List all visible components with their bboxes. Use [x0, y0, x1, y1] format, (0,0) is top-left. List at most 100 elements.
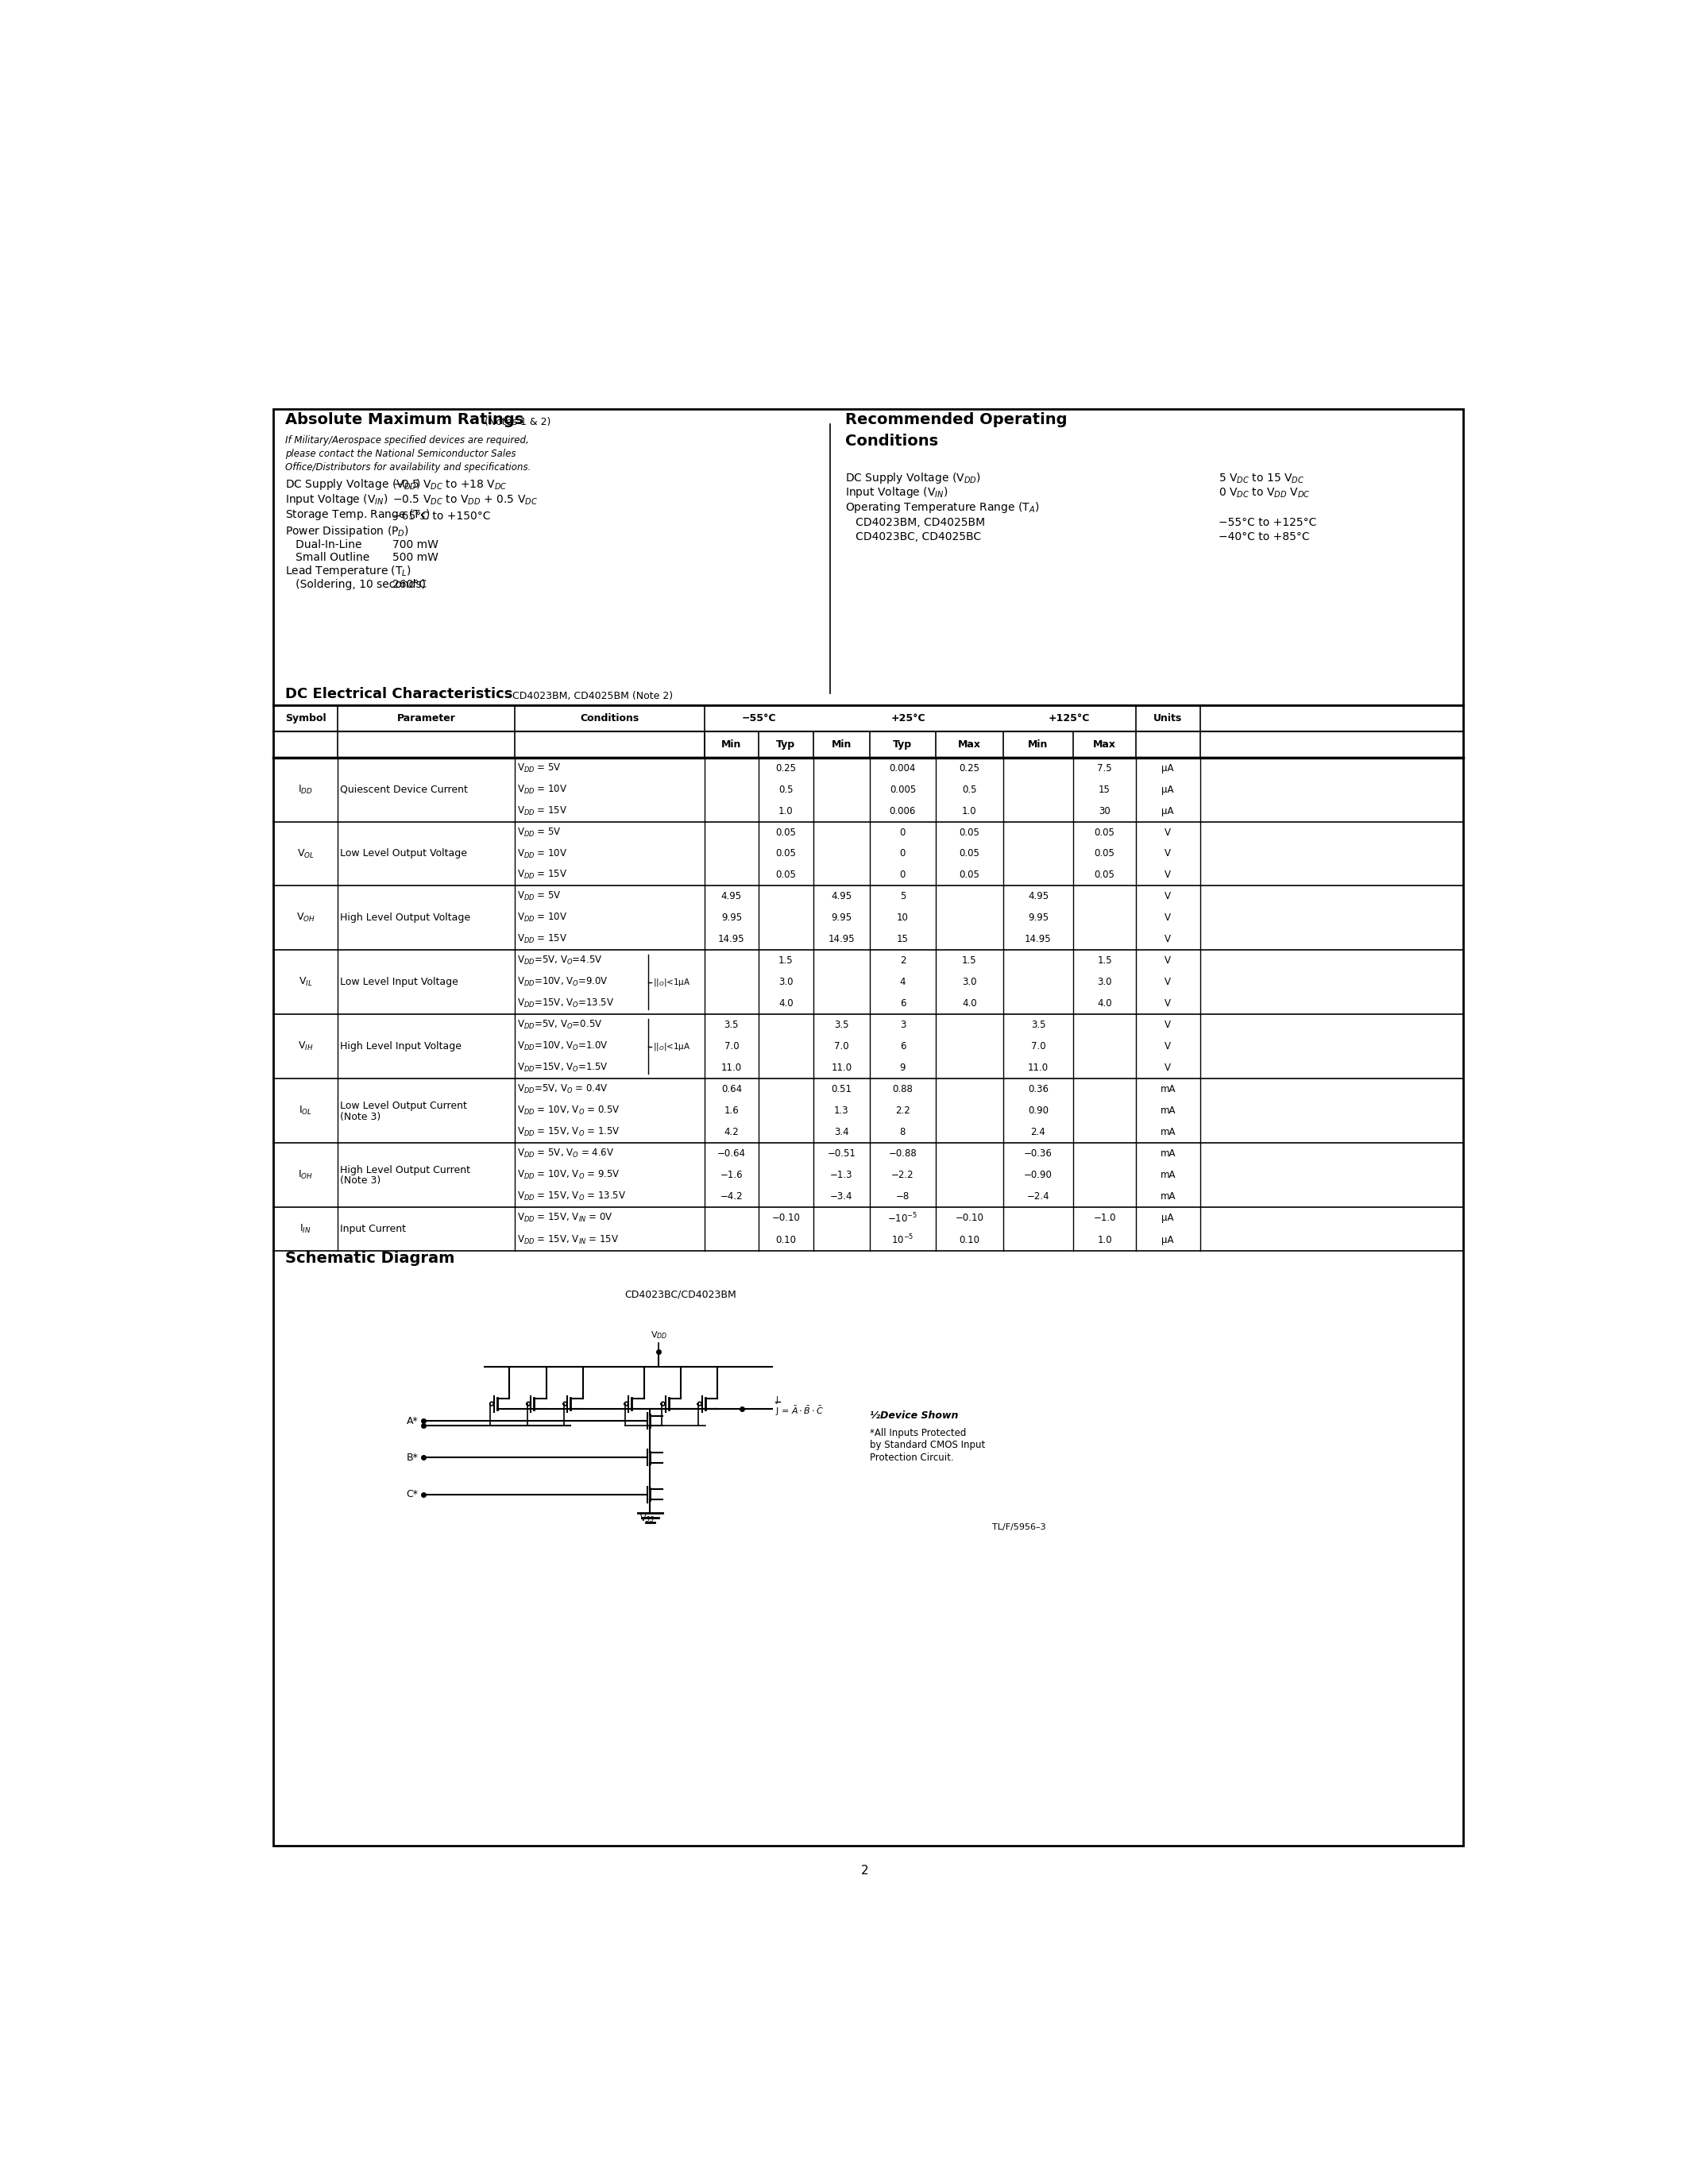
- Text: High Level Output Voltage: High Level Output Voltage: [339, 913, 471, 924]
- Text: −1.6: −1.6: [721, 1171, 743, 1179]
- Text: 0.25: 0.25: [775, 762, 797, 773]
- Text: 500 mW: 500 mW: [393, 553, 439, 563]
- Text: Min: Min: [721, 738, 741, 749]
- Text: −0.5 V$_{DC}$ to +18 V$_{DC}$: −0.5 V$_{DC}$ to +18 V$_{DC}$: [393, 478, 508, 491]
- Text: 3.4: 3.4: [834, 1127, 849, 1138]
- Text: Input Current: Input Current: [339, 1223, 405, 1234]
- Text: 1.5: 1.5: [778, 957, 793, 965]
- Text: 0.05: 0.05: [959, 828, 979, 836]
- Text: 3.0: 3.0: [778, 976, 793, 987]
- Text: 4.0: 4.0: [1097, 998, 1112, 1009]
- Text: 7.0: 7.0: [1031, 1042, 1045, 1051]
- Text: 11.0: 11.0: [721, 1064, 741, 1072]
- Text: 7.0: 7.0: [834, 1042, 849, 1051]
- Text: Low Level Output Current: Low Level Output Current: [339, 1101, 468, 1112]
- Text: 3.0: 3.0: [1097, 976, 1112, 987]
- Text: V: V: [1165, 935, 1171, 943]
- Text: 4.0: 4.0: [962, 998, 977, 1009]
- Text: −0.5 V$_{DC}$ to V$_{DD}$ + 0.5 V$_{DC}$: −0.5 V$_{DC}$ to V$_{DD}$ + 0.5 V$_{DC}$: [393, 494, 538, 507]
- Text: by Standard CMOS Input: by Standard CMOS Input: [869, 1439, 986, 1450]
- Text: V$_{OL}$: V$_{OL}$: [297, 847, 314, 860]
- Text: 7.0: 7.0: [724, 1042, 739, 1051]
- Text: J = $\bar{A}\cdot\bar{B}\cdot\bar{C}$: J = $\bar{A}\cdot\bar{B}\cdot\bar{C}$: [775, 1404, 824, 1417]
- Text: 4.95: 4.95: [830, 891, 852, 902]
- Text: mA: mA: [1160, 1149, 1175, 1158]
- Text: I$_{OH}$: I$_{OH}$: [297, 1168, 312, 1182]
- Text: mA: mA: [1160, 1127, 1175, 1138]
- Text: Protection Circuit.: Protection Circuit.: [869, 1452, 954, 1463]
- Text: 1.0: 1.0: [962, 806, 977, 817]
- Text: Power Dissipation (P$_D$): Power Dissipation (P$_D$): [285, 524, 410, 539]
- Text: 0.05: 0.05: [959, 850, 979, 858]
- Text: V$_{DD}$=10V, V$_O$=9.0V: V$_{DD}$=10V, V$_O$=9.0V: [517, 976, 608, 987]
- Text: 10$^{-5}$: 10$^{-5}$: [891, 1234, 913, 1247]
- Text: please contact the National Semiconductor Sales: please contact the National Semiconducto…: [285, 448, 517, 459]
- Text: (Soldering, 10 seconds): (Soldering, 10 seconds): [285, 579, 425, 590]
- Text: Operating Temperature Range (T$_A$): Operating Temperature Range (T$_A$): [846, 500, 1040, 515]
- Text: −65°C to +150°C: −65°C to +150°C: [393, 511, 491, 522]
- Text: Small Outline: Small Outline: [285, 553, 370, 563]
- Text: V$_{DD}$=5V, V$_O$=0.5V: V$_{DD}$=5V, V$_O$=0.5V: [517, 1020, 603, 1031]
- Text: Absolute Maximum Ratings: Absolute Maximum Ratings: [285, 413, 523, 428]
- Text: (Note 3): (Note 3): [339, 1112, 381, 1123]
- Text: 0.36: 0.36: [1028, 1083, 1048, 1094]
- Text: 7.5: 7.5: [1097, 762, 1112, 773]
- Text: V: V: [1165, 1064, 1171, 1072]
- Text: −8: −8: [896, 1190, 910, 1201]
- Text: Lead Temperature (T$_L$): Lead Temperature (T$_L$): [285, 563, 412, 579]
- Text: Conditions: Conditions: [581, 714, 640, 723]
- Text: V$_{DD}$=15V, V$_O$=1.5V: V$_{DD}$=15V, V$_O$=1.5V: [517, 1061, 608, 1075]
- Text: Schematic Diagram: Schematic Diagram: [285, 1251, 456, 1267]
- Text: 0.05: 0.05: [959, 869, 979, 880]
- Text: Low Level Input Voltage: Low Level Input Voltage: [339, 976, 457, 987]
- Text: 0.5: 0.5: [778, 784, 793, 795]
- Text: 700 mW: 700 mW: [393, 539, 439, 550]
- Text: V$_{DD}$ = 15V: V$_{DD}$ = 15V: [517, 869, 567, 880]
- Text: 3.0: 3.0: [962, 976, 977, 987]
- Text: μA: μA: [1161, 806, 1175, 817]
- Text: Conditions: Conditions: [846, 432, 939, 448]
- Text: CD4023BM, CD4025BM: CD4023BM, CD4025BM: [846, 518, 986, 529]
- Text: 9.95: 9.95: [830, 913, 852, 924]
- Text: CD4023BM, CD4025BM (Note 2): CD4023BM, CD4025BM (Note 2): [508, 690, 672, 701]
- Text: DC Supply Voltage (V$_{DD}$): DC Supply Voltage (V$_{DD}$): [285, 476, 420, 491]
- Text: (Notes 1 & 2): (Notes 1 & 2): [484, 417, 550, 428]
- Text: V: V: [1165, 1042, 1171, 1051]
- Text: A*: A*: [407, 1415, 419, 1426]
- Text: 4.95: 4.95: [1028, 891, 1048, 902]
- Text: 1.0: 1.0: [1097, 1234, 1112, 1245]
- Text: 260°C: 260°C: [393, 579, 427, 590]
- Text: 0.25: 0.25: [959, 762, 979, 773]
- Text: 0.004: 0.004: [890, 762, 917, 773]
- Text: 0.88: 0.88: [893, 1083, 913, 1094]
- Text: 2: 2: [861, 1865, 869, 1876]
- Text: 0.10: 0.10: [959, 1234, 979, 1245]
- Text: 0 V$_{DC}$ to V$_{DD}$ V$_{DC}$: 0 V$_{DC}$ to V$_{DD}$ V$_{DC}$: [1219, 487, 1310, 500]
- Text: Low Level Output Voltage: Low Level Output Voltage: [339, 850, 468, 858]
- Text: μA: μA: [1161, 1212, 1175, 1223]
- Text: 1.5: 1.5: [1097, 957, 1112, 965]
- Text: mA: mA: [1160, 1171, 1175, 1179]
- Text: V$_{DD}$ = 5V, V$_O$ = 4.6V: V$_{DD}$ = 5V, V$_O$ = 4.6V: [517, 1147, 614, 1160]
- Text: mA: mA: [1160, 1105, 1175, 1116]
- Text: Max: Max: [1094, 738, 1116, 749]
- Text: V: V: [1165, 850, 1171, 858]
- Text: −55°C: −55°C: [741, 714, 776, 723]
- Text: High Level Output Current: High Level Output Current: [339, 1164, 471, 1175]
- Text: CD4023BC/CD4023BM: CD4023BC/CD4023BM: [625, 1289, 736, 1299]
- Text: Min: Min: [1028, 738, 1048, 749]
- Text: 4: 4: [900, 976, 906, 987]
- Text: −1.0: −1.0: [1094, 1212, 1116, 1223]
- Text: Input Voltage (V$_{IN}$): Input Voltage (V$_{IN}$): [285, 491, 388, 507]
- Text: −2.2: −2.2: [891, 1171, 915, 1179]
- Text: V: V: [1165, 891, 1171, 902]
- Text: Typ: Typ: [893, 738, 912, 749]
- Text: 0.05: 0.05: [775, 869, 797, 880]
- Text: V: V: [1165, 957, 1171, 965]
- Text: Typ: Typ: [776, 738, 795, 749]
- Text: 1.0: 1.0: [778, 806, 793, 817]
- Text: 1.3: 1.3: [834, 1105, 849, 1116]
- Text: 0.51: 0.51: [830, 1083, 852, 1094]
- Text: 0.5: 0.5: [962, 784, 977, 795]
- Text: V$_{SS}$: V$_{SS}$: [640, 1514, 655, 1524]
